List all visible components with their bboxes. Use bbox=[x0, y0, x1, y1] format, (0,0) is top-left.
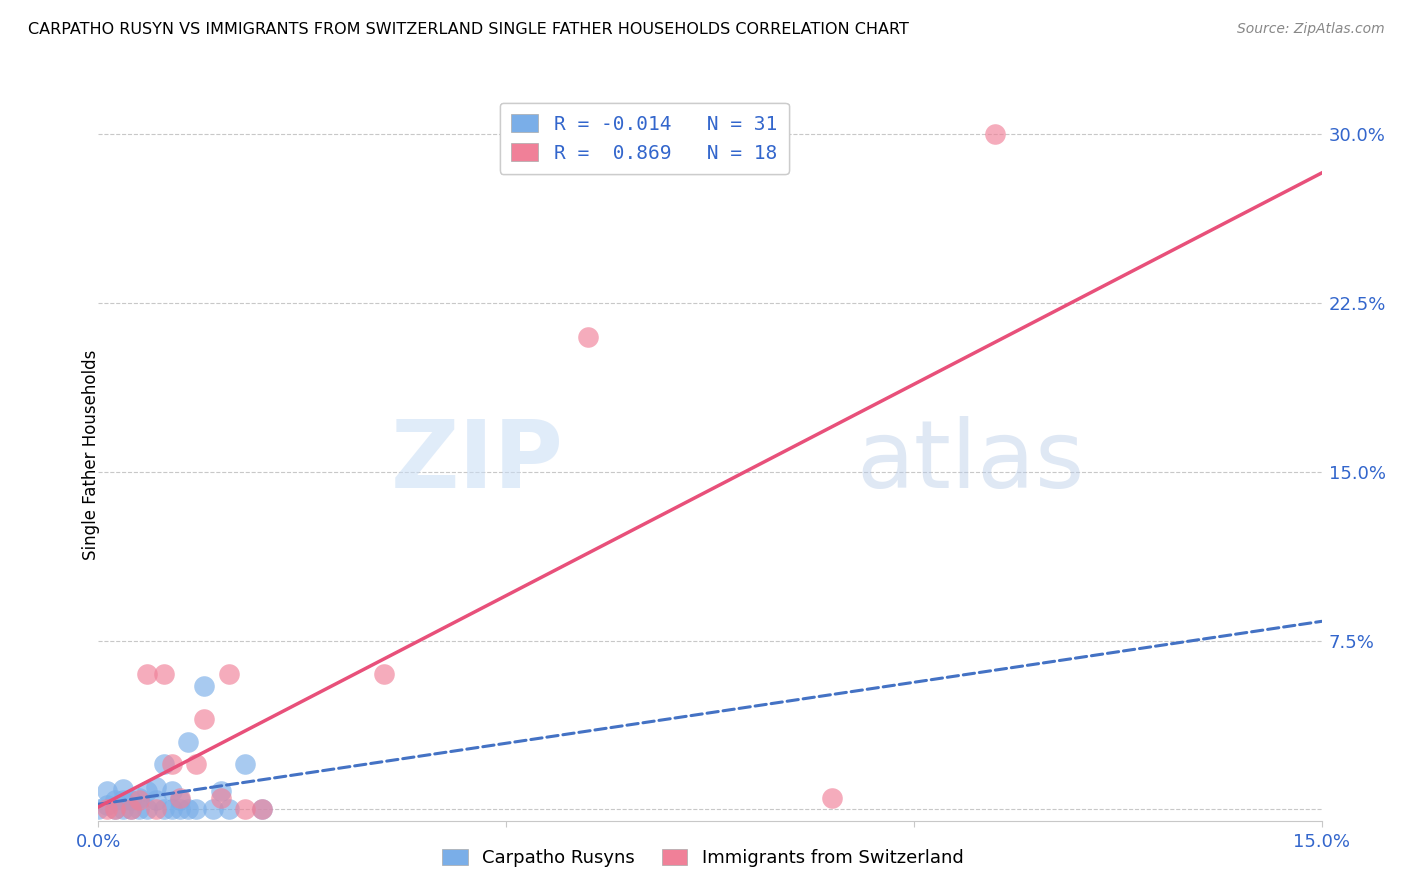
Point bbox=[96, 802, 118, 816]
Point bbox=[984, 127, 1007, 141]
Point bbox=[186, 802, 208, 816]
Point bbox=[104, 802, 127, 816]
Point bbox=[193, 679, 215, 693]
Text: Source: ZipAtlas.com: Source: ZipAtlas.com bbox=[1237, 22, 1385, 37]
Point bbox=[152, 802, 174, 816]
Point bbox=[152, 667, 174, 681]
Point bbox=[120, 802, 142, 816]
Point bbox=[160, 784, 183, 798]
Point bbox=[145, 802, 167, 816]
Point bbox=[160, 757, 183, 772]
Point bbox=[104, 802, 127, 816]
Point bbox=[373, 667, 395, 681]
Point bbox=[145, 780, 167, 794]
Point bbox=[96, 797, 118, 812]
Point bbox=[576, 330, 599, 344]
Legend: R = -0.014   N = 31, R =  0.869   N = 18: R = -0.014 N = 31, R = 0.869 N = 18 bbox=[499, 103, 789, 174]
Point bbox=[96, 784, 118, 798]
Text: atlas: atlas bbox=[856, 417, 1085, 508]
Y-axis label: Single Father Households: Single Father Households bbox=[83, 350, 100, 560]
Point bbox=[209, 784, 232, 798]
Point bbox=[87, 802, 110, 816]
Point bbox=[111, 802, 134, 816]
Point bbox=[136, 784, 159, 798]
Point bbox=[145, 793, 167, 807]
Text: CARPATHO RUSYN VS IMMIGRANTS FROM SWITZERLAND SINGLE FATHER HOUSEHOLDS CORRELATI: CARPATHO RUSYN VS IMMIGRANTS FROM SWITZE… bbox=[28, 22, 910, 37]
Point bbox=[177, 802, 200, 816]
Point bbox=[233, 757, 256, 772]
Point bbox=[177, 735, 200, 749]
Point bbox=[209, 791, 232, 805]
Point bbox=[186, 757, 208, 772]
Point bbox=[136, 802, 159, 816]
Point bbox=[120, 802, 142, 816]
Point bbox=[218, 802, 240, 816]
Point bbox=[233, 802, 256, 816]
Point bbox=[169, 791, 191, 805]
Point bbox=[128, 793, 150, 807]
Point bbox=[169, 793, 191, 807]
Point bbox=[111, 782, 134, 797]
Point bbox=[821, 791, 844, 805]
Text: ZIP: ZIP bbox=[391, 417, 564, 508]
Point bbox=[169, 802, 191, 816]
Point bbox=[128, 791, 150, 805]
Point bbox=[152, 757, 174, 772]
Point bbox=[128, 802, 150, 816]
Point bbox=[104, 793, 127, 807]
Point bbox=[136, 667, 159, 681]
Point bbox=[111, 793, 134, 807]
Point bbox=[120, 793, 142, 807]
Point bbox=[201, 802, 224, 816]
Point bbox=[250, 802, 273, 816]
Point bbox=[250, 802, 273, 816]
Point bbox=[218, 667, 240, 681]
Point bbox=[193, 712, 215, 726]
Legend: Carpatho Rusyns, Immigrants from Switzerland: Carpatho Rusyns, Immigrants from Switzer… bbox=[436, 841, 970, 874]
Point bbox=[160, 802, 183, 816]
